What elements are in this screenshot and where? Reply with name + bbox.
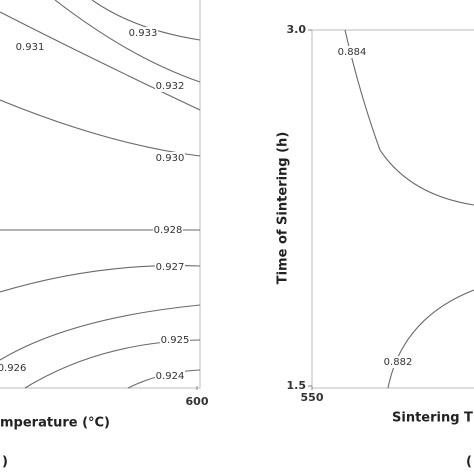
contour-label: 0.925 <box>161 335 190 346</box>
contour-label: 0.884 <box>338 47 367 58</box>
contour-label: 0.926 <box>0 363 26 374</box>
contour-line <box>0 11 201 111</box>
contour-label: 0.933 <box>129 28 158 39</box>
contour-line <box>0 304 201 361</box>
contour-label-bg <box>160 334 190 346</box>
contour-line <box>344 29 474 206</box>
contour-label: 0.928 <box>154 225 183 236</box>
contour-label-bg <box>155 370 185 382</box>
x-tick-label: 600 <box>186 395 209 408</box>
contour-label-bg <box>15 41 45 53</box>
plot-frame <box>311 29 474 389</box>
panel-label: ( <box>466 455 472 470</box>
x-tick-label: 550 <box>301 391 324 404</box>
contour-label-bg <box>337 46 367 58</box>
y-tick-label: 3.0 <box>287 23 307 36</box>
contour-label-bg <box>128 27 158 39</box>
contour-label: 0.924 <box>156 371 185 382</box>
contour-line <box>54 0 201 83</box>
x-axis-label: mperature (°C) <box>0 416 110 431</box>
contour-line <box>0 99 201 157</box>
contour-label-bg <box>383 356 413 368</box>
plot-frame <box>0 0 201 389</box>
panel-label: ) <box>2 455 8 470</box>
contour-label-bg <box>153 224 183 236</box>
contour-label: 0.930 <box>156 153 185 164</box>
contour-label: 0.931 <box>16 42 45 53</box>
contour-label: 0.882 <box>384 357 413 368</box>
contour-label-bg <box>155 152 185 164</box>
contour-label: 0.927 <box>156 262 185 273</box>
contour-line <box>91 0 201 41</box>
contour-label-bg <box>155 80 185 92</box>
y-axis-label: Time of Sintering (h) <box>276 132 291 285</box>
contour-label: 0.932 <box>156 81 185 92</box>
y-tick-label: 1.5 <box>287 379 307 392</box>
contour-label-bg <box>0 362 27 374</box>
contour-label-bg <box>155 261 185 273</box>
contour-line <box>387 289 474 389</box>
x-axis-label: Sintering T <box>392 411 473 426</box>
